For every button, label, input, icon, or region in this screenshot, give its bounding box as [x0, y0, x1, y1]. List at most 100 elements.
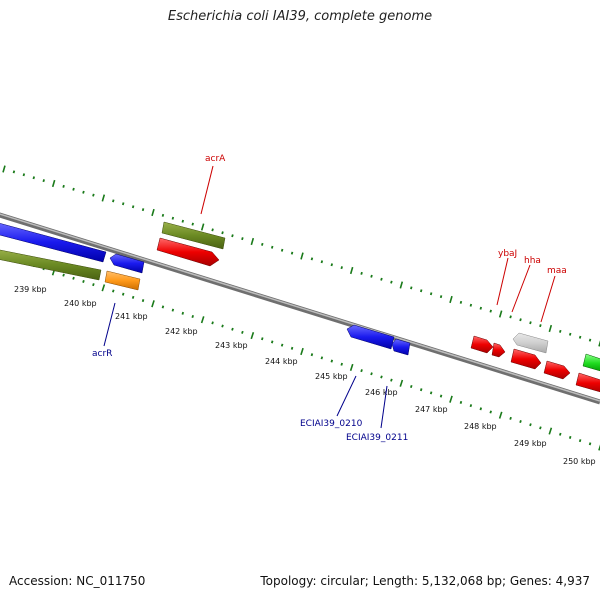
outer-minor-tick [121, 202, 125, 206]
outer-minor-tick [489, 309, 492, 313]
outer-minor-tick [310, 257, 314, 261]
gene-blue-0210[interactable] [346, 324, 395, 350]
inner-minor-tick [320, 356, 324, 360]
axis-label-239: 239 kbp [14, 285, 47, 294]
inner-minor-tick [211, 321, 214, 325]
outer-minor-tick [92, 193, 95, 197]
outer-major-tick [548, 324, 553, 333]
label-ECIAI39-0211[interactable]: ECIAI39_0211 [346, 433, 408, 443]
inner-minor-tick [360, 369, 363, 373]
inner-major-tick [200, 316, 205, 324]
gene-red-hha[interactable] [510, 348, 542, 370]
inner-minor-tick [181, 311, 185, 315]
outer-minor-tick [509, 315, 512, 319]
gene-olive-left[interactable] [0, 249, 102, 281]
inner-minor-tick [191, 314, 194, 318]
gene-red-acrA[interactable] [156, 237, 220, 267]
leader-0210 [336, 375, 357, 417]
gene-blue-small[interactable] [109, 253, 145, 274]
inner-major-tick [151, 300, 155, 308]
axis-label-250: 250 kbp [563, 457, 596, 466]
label-hha[interactable]: hha [524, 256, 541, 266]
outer-minor-tick [241, 237, 244, 241]
inner-major-tick [300, 347, 304, 356]
gene-red-maa[interactable] [543, 360, 571, 380]
outer-minor-tick [32, 176, 36, 180]
outer-major-tick [399, 281, 404, 289]
gene-blue-0211[interactable] [391, 338, 411, 356]
inner-minor-tick [419, 388, 423, 392]
outer-minor-tick [290, 251, 294, 255]
inner-minor-tick [568, 435, 572, 439]
outer-minor-tick [221, 231, 224, 235]
outer-minor-tick [171, 216, 175, 220]
inner-minor-tick [72, 276, 75, 280]
gene-red-right[interactable] [575, 372, 600, 393]
inner-minor-tick [171, 308, 175, 312]
label-acrR[interactable]: acrR [92, 349, 112, 359]
outer-tick-track [2, 165, 600, 347]
gene-labels: acrA ybaJ hha maa acrR ECIAI39_0210 ECIA… [92, 154, 567, 443]
inner-minor-tick [588, 442, 592, 446]
gene-blue-left[interactable] [0, 222, 107, 263]
outer-minor-tick [12, 170, 16, 174]
inner-minor-tick [559, 432, 562, 436]
leader-acrA [200, 165, 214, 215]
outer-minor-tick [380, 277, 383, 281]
gene-red-small[interactable] [491, 342, 506, 358]
inner-minor-tick [92, 283, 95, 287]
outer-minor-tick [72, 187, 75, 191]
inner-minor-tick [280, 343, 284, 347]
outer-minor-tick [539, 324, 542, 328]
inner-minor-tick [479, 407, 483, 411]
outer-minor-tick [410, 286, 413, 290]
inner-minor-tick [231, 327, 234, 331]
outer-minor-tick [231, 234, 234, 238]
inner-minor-tick [489, 410, 492, 414]
outer-minor-tick [340, 266, 343, 270]
outer-minor-tick [479, 306, 483, 310]
outer-minor-tick [320, 260, 324, 264]
label-maa[interactable]: maa [547, 266, 567, 276]
outer-minor-tick [141, 208, 145, 212]
outer-major-tick [200, 223, 205, 231]
gene-orange-acrR[interactable] [104, 270, 141, 291]
gene-red-ybaJ[interactable] [470, 335, 494, 354]
outer-major-tick [449, 295, 453, 304]
label-ybaJ[interactable]: ybaJ [498, 249, 517, 259]
outer-minor-tick [439, 295, 443, 299]
inner-major-tick [598, 444, 600, 451]
axis-label-246: 246 kbp [365, 388, 398, 397]
leader-0211 [380, 385, 388, 429]
outer-minor-tick [42, 179, 45, 183]
outer-major-tick [349, 266, 354, 275]
inner-minor-tick [131, 295, 135, 299]
inner-major-tick [250, 332, 255, 340]
outer-minor-tick [390, 280, 393, 284]
outer-minor-tick [161, 213, 165, 217]
outer-minor-tick [270, 245, 274, 249]
label-ECIAI39-0210[interactable]: ECIAI39_0210 [300, 419, 363, 429]
gene-gray-hha[interactable] [512, 332, 549, 354]
axis-label-241: 241 kbp [115, 312, 148, 321]
leader-maa [540, 275, 556, 323]
inner-minor-tick [62, 273, 65, 277]
outer-major-tick [51, 179, 56, 188]
inner-minor-tick [390, 378, 393, 382]
inner-minor-tick [82, 279, 85, 283]
label-acrA[interactable]: acrA [205, 154, 226, 164]
axis-label-240: 240 kbp [64, 299, 97, 308]
gene-green-right[interactable] [582, 353, 600, 372]
axis-label-243: 243 kbp [215, 341, 248, 350]
outer-major-tick [151, 208, 155, 217]
outer-major-tick [300, 252, 304, 260]
gene-olive-acrA[interactable] [161, 221, 226, 250]
axis-label-244: 244 kbp [265, 357, 298, 366]
outer-minor-tick [459, 300, 463, 304]
outer-minor-tick [261, 242, 264, 246]
outer-minor-tick [519, 318, 522, 322]
outer-minor-tick [588, 338, 592, 342]
outer-minor-tick [280, 248, 284, 252]
outer-minor-tick [181, 219, 185, 223]
